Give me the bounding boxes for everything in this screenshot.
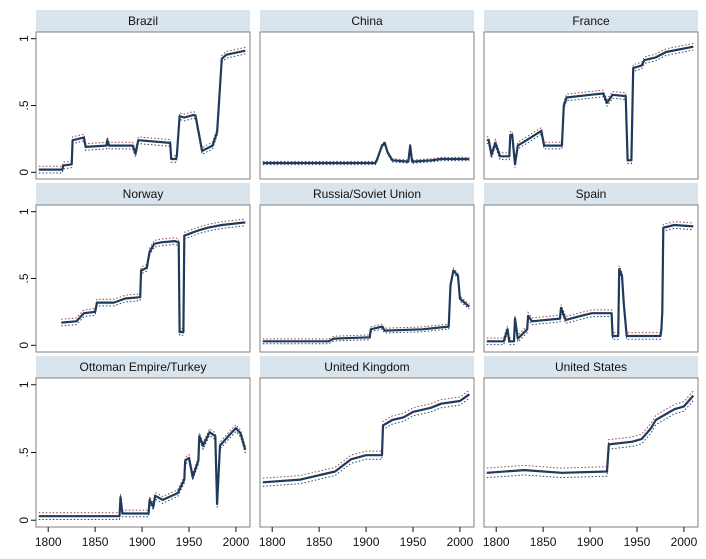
panel-russia-soviet-union: Russia/Soviet Union xyxy=(259,183,475,353)
panel-norway: Norway 0 .5 1 xyxy=(17,183,251,353)
panel-title-united-kingdom: United Kingdom xyxy=(324,360,409,374)
panel-united-states: United States 1800 1850 1900 1950 2000 xyxy=(483,356,699,549)
y-tick-label: .5 xyxy=(17,447,31,457)
y-tick-label: 0 xyxy=(17,342,31,349)
panel-title-france: France xyxy=(572,14,610,28)
estimate-line-united-states xyxy=(486,394,695,474)
panel-title-united-states: United States xyxy=(555,360,627,374)
x-tick-label: 1800 xyxy=(483,535,510,549)
lower-band-ottoman-empire-turkey xyxy=(38,430,246,520)
x-tick-label: 1950 xyxy=(624,535,651,549)
x-tick-label: 1800 xyxy=(35,535,62,549)
y-tick-label: .5 xyxy=(17,273,31,283)
x-tick-label: 1850 xyxy=(306,535,333,549)
x-tick-label: 2000 xyxy=(223,535,250,549)
estimate-line-ottoman-empire-turkey xyxy=(38,427,247,518)
plot-frame-france xyxy=(483,31,699,180)
plot-frame-united-states xyxy=(483,377,699,528)
panel-title-norway: Norway xyxy=(123,187,164,201)
x-tick-label: 1950 xyxy=(176,535,203,549)
x-tick-label: 1900 xyxy=(577,535,604,549)
panels-layer: Brazil 0 .5 1 China France Norway 0 .5 1 Russia/So… xyxy=(17,10,699,549)
y-tick-label: 1 xyxy=(17,208,31,215)
panel-strip-ottoman-empire-turkey xyxy=(36,356,250,378)
estimate-line-russia-soviet-union xyxy=(262,269,470,343)
x-tick-label: 2000 xyxy=(447,535,474,549)
panel-title-brazil: Brazil xyxy=(128,14,158,28)
estimate-line-brazil xyxy=(38,49,246,171)
lower-band-brazil xyxy=(38,53,246,174)
panel-france: France xyxy=(483,10,699,180)
estimate-line-spain xyxy=(486,223,694,343)
plot-frame-china xyxy=(259,31,475,180)
estimate-line-united-kingdom xyxy=(262,393,470,484)
panel-title-china: China xyxy=(351,14,383,28)
plot-frame-united-kingdom xyxy=(259,377,475,528)
panel-strip-norway xyxy=(36,183,250,205)
panel-china: China xyxy=(259,10,475,180)
lower-band-china xyxy=(262,143,470,166)
y-tick-label: 0 xyxy=(17,169,31,176)
y-tick-label: .5 xyxy=(17,100,31,110)
panel-strip-spain xyxy=(484,183,698,205)
panel-strip-russia-soviet-union xyxy=(260,183,474,205)
estimate-line-china xyxy=(262,141,470,165)
x-tick-label: 1800 xyxy=(259,535,286,549)
estimate-line-norway xyxy=(61,221,246,334)
panel-strip-united-states xyxy=(484,356,698,378)
panel-united-kingdom: United Kingdom 1800 1850 1900 1950 2000 xyxy=(259,356,475,549)
panel-strip-china xyxy=(260,10,474,32)
x-tick-label: 1850 xyxy=(82,535,109,549)
upper-band-brazil xyxy=(38,46,246,167)
estimate-line-france xyxy=(486,45,694,166)
panel-title-spain: Spain xyxy=(576,187,607,201)
panel-strip-united-kingdom xyxy=(260,356,474,378)
plot-frame-norway xyxy=(35,204,251,353)
panel-strip-brazil xyxy=(36,10,250,32)
panel-spain: Spain xyxy=(483,183,699,353)
x-tick-label: 1950 xyxy=(400,535,427,549)
x-tick-label: 2000 xyxy=(671,535,698,549)
panel-strip-france xyxy=(484,10,698,32)
plot-frame-ottoman-empire-turkey xyxy=(35,377,251,528)
y-tick-label: 0 xyxy=(17,517,31,524)
panel-title-russia-soviet-union: Russia/Soviet Union xyxy=(313,187,421,201)
y-tick-label: 1 xyxy=(17,381,31,388)
x-tick-label: 1850 xyxy=(530,535,557,549)
y-tick-label: 1 xyxy=(17,35,31,42)
panel-ottoman-empire-turkey: Ottoman Empire/Turkey 0 .5 1 1800 1850 1900 195… xyxy=(17,356,251,549)
x-tick-label: 1900 xyxy=(129,535,156,549)
panel-brazil: Brazil 0 .5 1 xyxy=(17,10,251,180)
panel-title-ottoman-empire-turkey: Ottoman Empire/Turkey xyxy=(80,360,207,374)
x-tick-label: 1900 xyxy=(353,535,380,549)
